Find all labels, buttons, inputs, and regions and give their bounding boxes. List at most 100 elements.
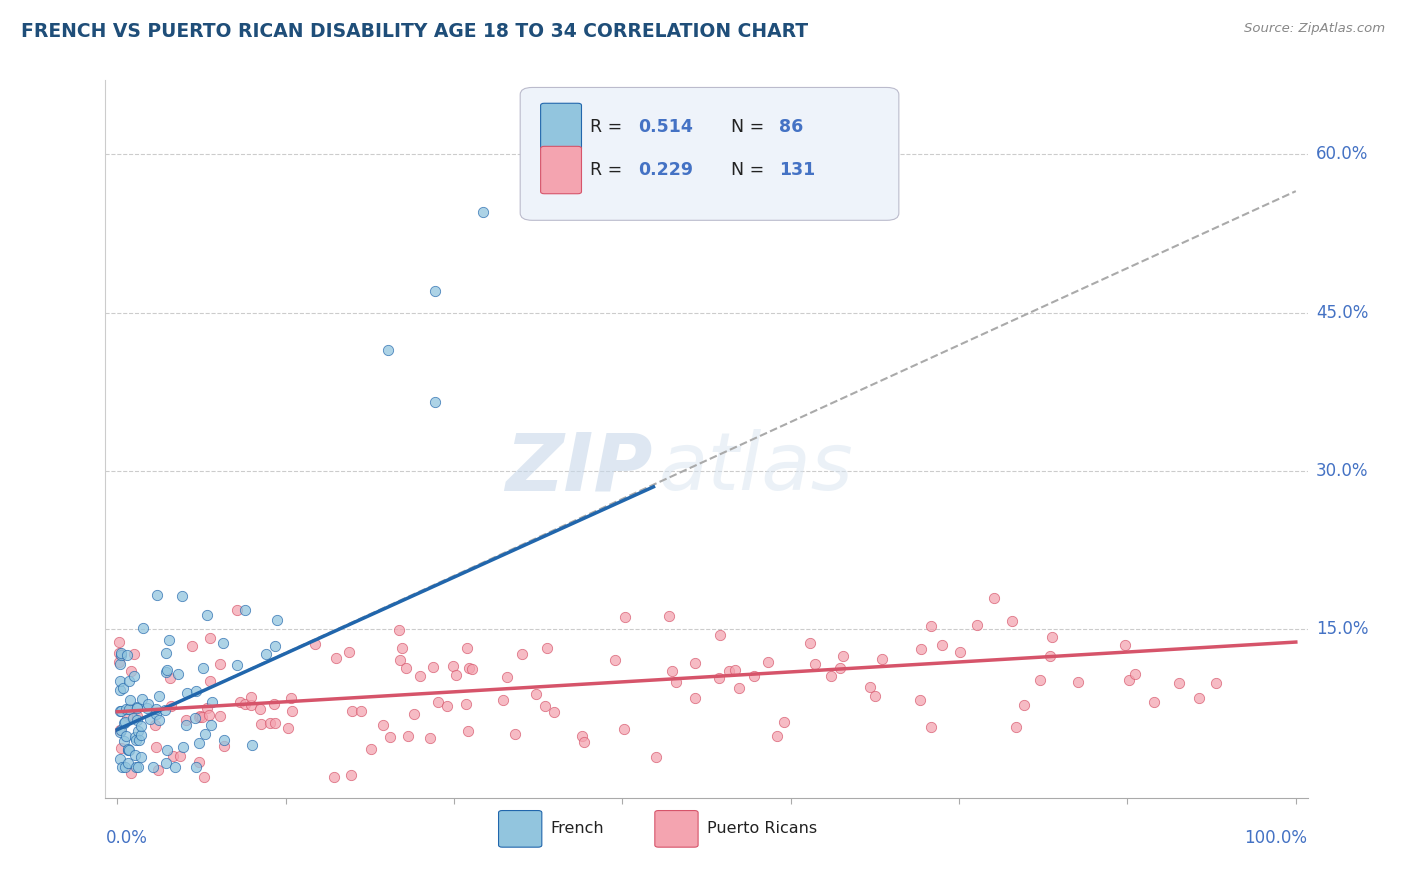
Point [832, 648, 855, 663]
Point [108, 673, 131, 688]
Point [194, 727, 217, 741]
FancyBboxPatch shape [541, 146, 582, 194]
Point [127, 709, 149, 723]
Point [536, 640, 558, 655]
Point [122, 711, 145, 725]
Point [444, 668, 467, 682]
Point [211, 636, 233, 650]
Point [456, 641, 478, 656]
Point [108, 657, 131, 672]
Point [184, 711, 207, 725]
Point [280, 690, 302, 705]
Point [724, 663, 747, 677]
Point [458, 661, 481, 675]
Point [388, 653, 411, 667]
Point [208, 657, 231, 671]
Point [225, 602, 247, 616]
Point [391, 640, 413, 655]
Point [402, 706, 425, 721]
Point [159, 671, 181, 685]
Point [110, 648, 132, 662]
Point [131, 719, 153, 733]
Point [201, 695, 224, 709]
Point [859, 680, 882, 694]
Point [425, 285, 447, 299]
Point [337, 645, 360, 659]
Point [773, 715, 796, 730]
Point [174, 713, 197, 727]
Point [124, 730, 146, 744]
Point [304, 637, 326, 651]
Point [110, 704, 132, 718]
Point [340, 704, 363, 718]
Point [193, 770, 215, 784]
Point [865, 689, 887, 703]
Point [277, 721, 299, 735]
Point [240, 690, 263, 704]
Point [920, 618, 942, 632]
Point [212, 732, 235, 747]
Point [709, 671, 731, 685]
Point [1123, 667, 1146, 681]
Point [155, 756, 177, 771]
Point [172, 589, 194, 603]
Point [613, 722, 636, 736]
Point [108, 683, 131, 698]
Point [114, 759, 136, 773]
Point [176, 686, 198, 700]
Point [1029, 673, 1052, 688]
Point [350, 704, 373, 718]
Point [1012, 698, 1035, 713]
Point [422, 659, 444, 673]
Point [471, 205, 494, 219]
Point [931, 639, 953, 653]
Point [122, 669, 145, 683]
Point [118, 692, 141, 706]
Point [685, 656, 707, 670]
Point [184, 759, 207, 773]
Point [1143, 695, 1166, 709]
Point [125, 701, 148, 715]
Text: Source: ZipAtlas.com: Source: ZipAtlas.com [1244, 22, 1385, 36]
Point [454, 698, 477, 712]
Point [495, 670, 517, 684]
FancyBboxPatch shape [541, 103, 582, 151]
Point [233, 603, 256, 617]
Point [169, 748, 191, 763]
Point [138, 712, 160, 726]
Point [117, 742, 139, 756]
Point [128, 733, 150, 747]
Point [949, 645, 972, 659]
Point [145, 702, 167, 716]
Point [142, 759, 165, 773]
Text: FRENCH VS PUERTO RICAN DISABILITY AGE 18 TO 34 CORRELATION CHART: FRENCH VS PUERTO RICAN DISABILITY AGE 18… [21, 22, 808, 41]
Point [125, 759, 148, 773]
Point [908, 693, 931, 707]
Point [325, 651, 347, 665]
Point [127, 724, 149, 739]
Point [395, 661, 418, 675]
Text: R =: R = [591, 118, 627, 136]
Point [131, 692, 153, 706]
FancyBboxPatch shape [655, 811, 699, 847]
Text: 30.0%: 30.0% [1316, 462, 1368, 480]
Point [235, 697, 257, 711]
Point [118, 742, 141, 756]
Point [155, 647, 177, 661]
Point [983, 591, 1005, 606]
Point [129, 750, 152, 764]
Point [408, 669, 430, 683]
Point [263, 715, 285, 730]
Text: 0.514: 0.514 [638, 118, 693, 136]
Point [820, 669, 842, 683]
Point [111, 681, 134, 695]
Point [127, 759, 149, 773]
Point [124, 748, 146, 763]
Point [396, 729, 419, 743]
Point [195, 701, 218, 715]
Point [441, 658, 464, 673]
Point [709, 628, 731, 642]
Point [129, 728, 152, 742]
Point [742, 669, 765, 683]
Point [436, 699, 458, 714]
